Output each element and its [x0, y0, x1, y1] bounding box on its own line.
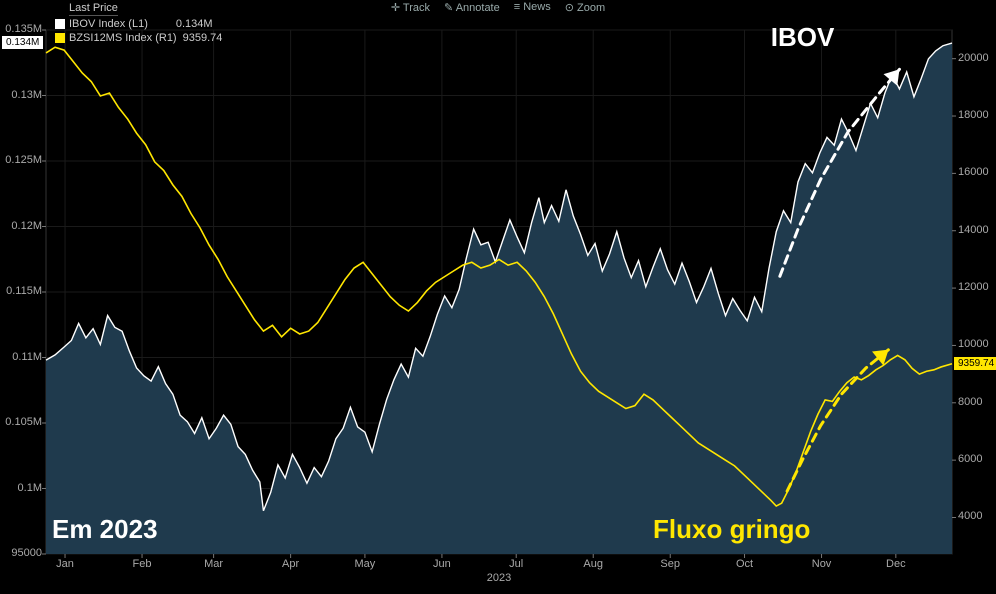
- y-right-tick: 10000: [958, 338, 996, 350]
- crosshair-icon: ✛: [391, 2, 403, 14]
- chart-plot: [0, 0, 996, 594]
- y-left-tick: 95000: [2, 547, 42, 559]
- legend-title: Last Price: [69, 2, 118, 16]
- toolbar-zoom[interactable]: ⊙ Zoom: [565, 1, 605, 14]
- legend-value-fluxo: 9359.74: [183, 32, 223, 44]
- y-right-tick: 12000: [958, 281, 996, 293]
- y-left-tick: 0.1M: [2, 482, 42, 494]
- y-left-tick: 0.12M: [2, 220, 42, 232]
- chart-toolbar: ✛ Track ✎ Annotate ≡ News ⊙ Zoom: [391, 1, 605, 14]
- x-tick: Jul: [509, 558, 523, 570]
- x-year-label: 2023: [487, 572, 511, 584]
- pencil-icon: ✎: [444, 2, 456, 14]
- chart-root: ✛ Track ✎ Annotate ≡ News ⊙ Zoom Last Pr…: [0, 0, 996, 594]
- news-icon: ≡: [514, 1, 523, 13]
- x-tick: Apr: [282, 558, 299, 570]
- zoom-icon: ⊙: [565, 2, 577, 14]
- x-tick: Sep: [660, 558, 680, 570]
- y-left-tick: 0.13M: [2, 89, 42, 101]
- x-tick: Mar: [204, 558, 223, 570]
- y-left-tick: 0.105M: [2, 416, 42, 428]
- annotation-em2023: Em 2023: [52, 514, 158, 545]
- y-left-tick: 0.11M: [2, 351, 42, 363]
- x-tick: May: [355, 558, 376, 570]
- x-tick: Oct: [736, 558, 753, 570]
- legend-swatch-fluxo: [55, 33, 65, 43]
- toolbar-annotate[interactable]: ✎ Annotate: [444, 1, 500, 14]
- legend-row-fluxo[interactable]: BZSI12MS Index (R1) 9359.74: [55, 32, 222, 44]
- ibov-area: [46, 43, 952, 554]
- y-left-tick: 0.135M: [2, 23, 42, 35]
- y-right-tick: 20000: [958, 52, 996, 64]
- y-right-tick: 8000: [958, 396, 996, 408]
- x-tick: Aug: [583, 558, 603, 570]
- y-right-tick: 4000: [958, 510, 996, 522]
- legend-label-fluxo: BZSI12MS Index (R1): [69, 32, 177, 44]
- legend-value-ibov: 0.134M: [176, 18, 213, 30]
- legend-swatch-ibov: [55, 19, 65, 29]
- x-tick: Jun: [433, 558, 451, 570]
- price-tag-left: 0.134M: [2, 36, 43, 49]
- y-left-tick: 0.115M: [2, 285, 42, 297]
- annotation-fluxo: Fluxo gringo: [653, 514, 810, 545]
- y-right-tick: 14000: [958, 224, 996, 236]
- legend-row-ibov[interactable]: IBOV Index (L1) 0.134M: [55, 18, 222, 30]
- legend-label-ibov: IBOV Index (L1): [69, 18, 148, 30]
- y-left-tick: 0.125M: [2, 154, 42, 166]
- chart-legend: Last Price IBOV Index (L1) 0.134M BZSI12…: [55, 2, 222, 44]
- toolbar-track[interactable]: ✛ Track: [391, 1, 430, 14]
- y-right-tick: 6000: [958, 453, 996, 465]
- y-right-tick: 18000: [958, 109, 996, 121]
- price-tag-right: 9359.74: [954, 357, 996, 370]
- x-tick: Jan: [56, 558, 74, 570]
- annotation-ibov: IBOV: [771, 22, 835, 53]
- toolbar-news[interactable]: ≡ News: [514, 1, 551, 14]
- y-right-tick: 16000: [958, 166, 996, 178]
- x-tick: Nov: [812, 558, 832, 570]
- x-tick: Dec: [886, 558, 906, 570]
- x-tick: Feb: [133, 558, 152, 570]
